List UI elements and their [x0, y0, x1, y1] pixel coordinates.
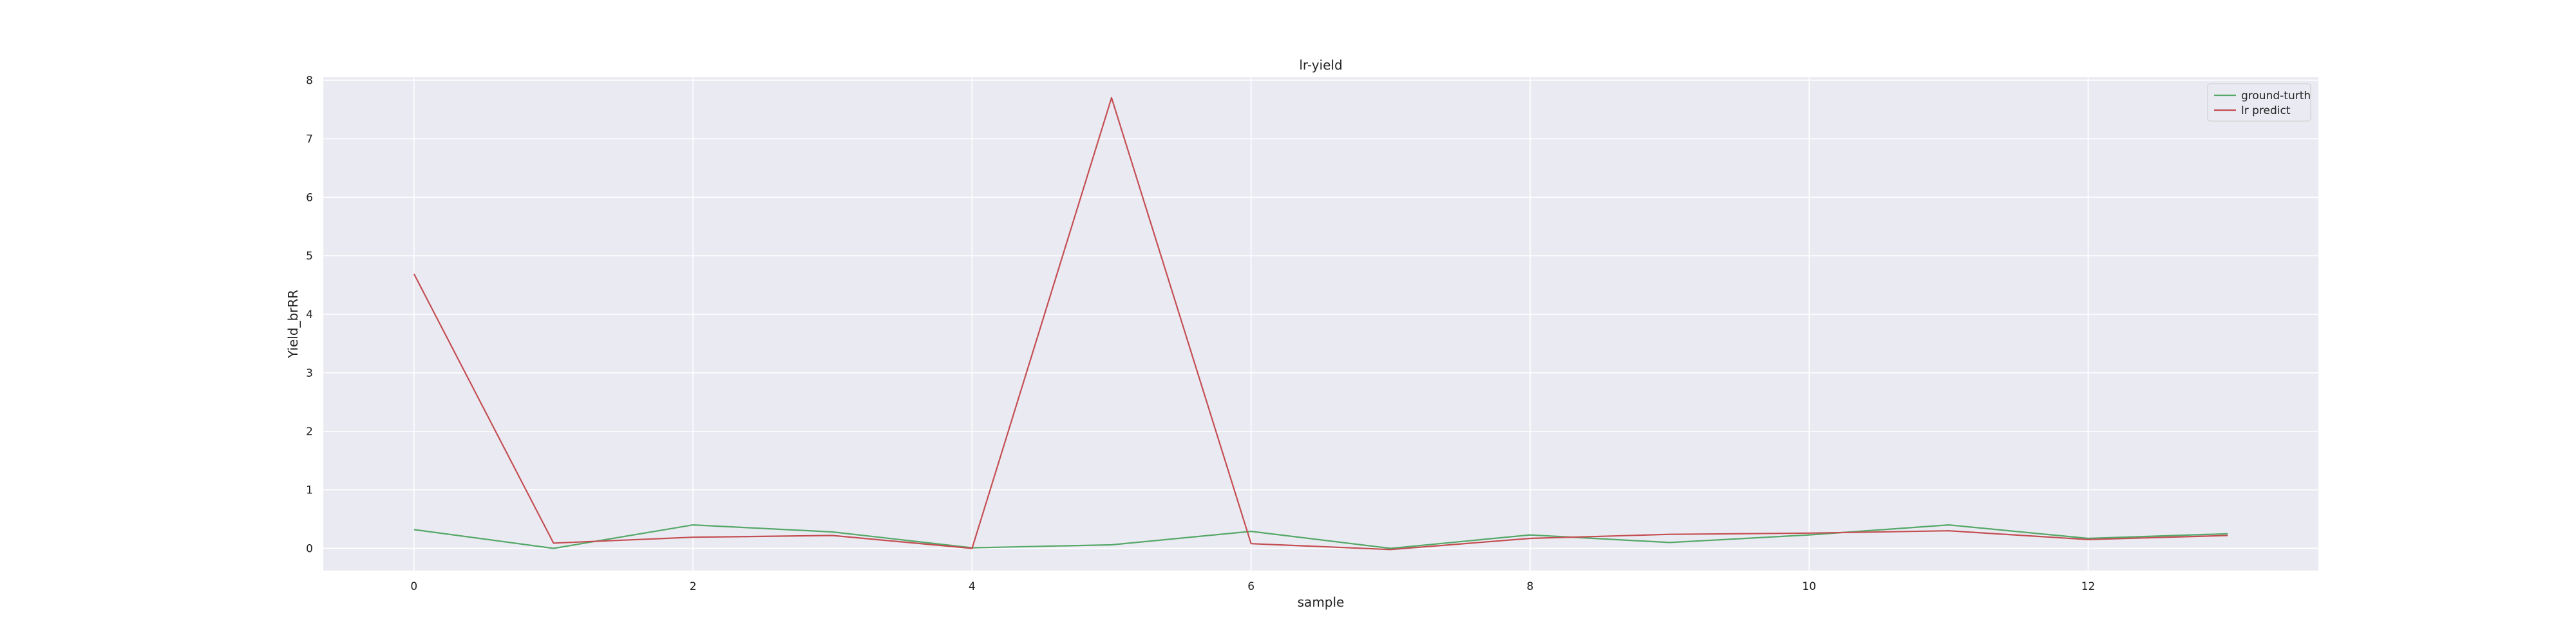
y-tick-label: 7 [306, 133, 313, 146]
plot-area [323, 77, 2318, 571]
series-lines [413, 97, 2228, 551]
x-tick-label: 12 [2081, 580, 2096, 593]
legend-label: ground-turth [2241, 90, 2311, 102]
y-tick-label: 3 [306, 367, 313, 380]
series-line [413, 524, 2228, 549]
y-tick-label: 4 [306, 308, 313, 321]
y-tick-label: 8 [306, 75, 313, 88]
legend: ground-turth lr predict [2207, 83, 2311, 122]
y-tick-label: 0 [306, 542, 313, 555]
chart-title: lr-yield [1299, 57, 1342, 73]
y-axis-label: Yield_brRR [285, 290, 301, 359]
y-tick-label: 5 [306, 250, 313, 263]
legend-box [2207, 83, 2311, 122]
legend-label: lr predict [2241, 104, 2291, 117]
x-tick-label: 10 [1802, 580, 1816, 593]
x-axis-label: sample [1298, 594, 1345, 610]
series-line [413, 97, 2228, 551]
x-tick-label: 0 [410, 580, 417, 593]
x-tick-label: 6 [1247, 580, 1255, 593]
x-tick-label: 4 [969, 580, 976, 593]
x-tick-label: 2 [690, 580, 697, 593]
y-tick-label: 1 [306, 484, 313, 497]
grid-lines [323, 77, 2318, 571]
y-tick-label: 2 [306, 426, 313, 439]
x-tick-label: 8 [1527, 580, 1534, 593]
y-tick-label: 6 [306, 191, 313, 204]
